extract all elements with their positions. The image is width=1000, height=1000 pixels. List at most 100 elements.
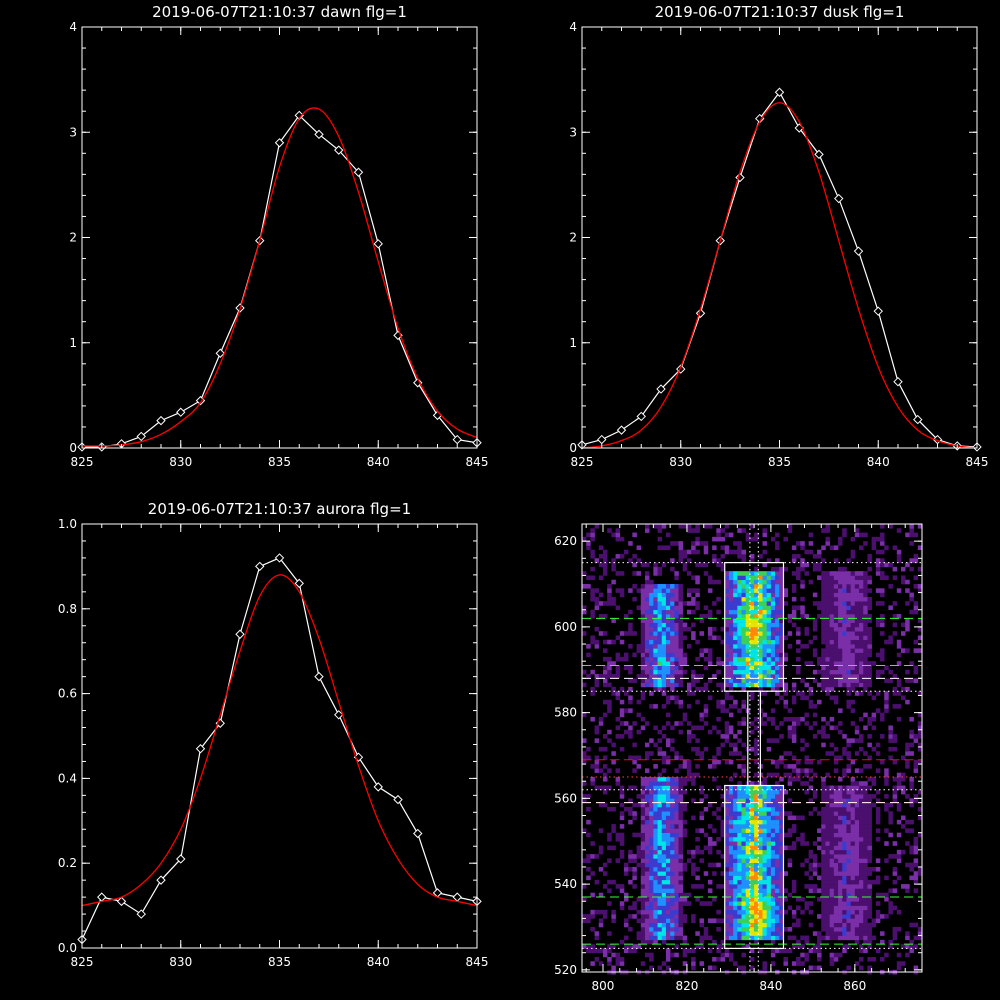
heat-cell xyxy=(657,656,663,662)
heat-cell xyxy=(724,695,730,701)
heat-cell xyxy=(674,609,679,615)
heat-cell xyxy=(628,626,633,632)
heat-cell xyxy=(846,798,851,803)
heat-cell xyxy=(825,918,830,923)
heat-cell xyxy=(892,601,898,606)
heat-cell xyxy=(653,879,658,885)
heat-cell xyxy=(670,776,675,782)
heat-cell xyxy=(674,811,679,816)
heat-cell xyxy=(691,588,696,593)
heat-cell xyxy=(674,575,679,581)
heat-cell xyxy=(728,532,734,538)
heat-cell xyxy=(867,866,872,872)
heat-cell xyxy=(678,592,684,598)
heat-cell xyxy=(825,935,830,941)
heat-cell xyxy=(821,841,826,846)
heat-cell xyxy=(716,956,721,962)
heat-cell xyxy=(821,785,826,791)
heat-cell xyxy=(745,575,751,581)
heat-cell xyxy=(728,669,734,675)
heat-cell xyxy=(665,896,671,902)
heat-cell xyxy=(661,802,667,808)
heat-cell xyxy=(850,819,856,825)
heat-cell xyxy=(670,541,675,546)
heat-cell xyxy=(833,914,839,919)
heat-cell xyxy=(661,776,667,782)
heat-cell xyxy=(682,759,688,765)
heat-cell xyxy=(770,854,776,859)
heat-cell xyxy=(775,772,780,778)
heat-cell xyxy=(682,626,688,632)
heat-cell xyxy=(741,815,747,821)
heat-cell xyxy=(741,618,747,623)
heat-cell xyxy=(741,755,747,761)
heat-cell xyxy=(728,622,734,628)
heat-cell xyxy=(800,768,805,773)
heat-cell xyxy=(821,909,826,915)
heat-cell xyxy=(859,571,864,576)
heat-cell xyxy=(854,656,860,662)
heat-cell xyxy=(703,682,709,688)
heat-cell xyxy=(800,909,805,915)
heat-cell xyxy=(909,939,914,945)
heat-cell xyxy=(678,909,684,915)
heat-cell xyxy=(863,601,868,606)
heat-cell xyxy=(657,601,663,606)
heat-cell xyxy=(661,832,667,838)
y-tick-label: 2 xyxy=(569,231,577,245)
heat-cell xyxy=(745,836,751,842)
heat-cell xyxy=(607,699,612,705)
heat-cell xyxy=(686,588,692,593)
heat-cell xyxy=(703,704,709,709)
heat-cell xyxy=(682,562,688,568)
heat-cell xyxy=(867,674,872,679)
heat-cell xyxy=(779,841,784,846)
heat-cell xyxy=(770,614,776,619)
heat-cell xyxy=(754,935,759,941)
heat-cell xyxy=(850,656,856,662)
heat-cell xyxy=(913,875,919,881)
heat-cell xyxy=(632,759,637,765)
heat-cell xyxy=(644,952,650,958)
heat-cell xyxy=(804,721,809,726)
heat-cell xyxy=(842,909,847,915)
heat-cell xyxy=(741,884,747,889)
heat-cell xyxy=(817,956,822,962)
heat-cell xyxy=(880,592,885,598)
heat-cell xyxy=(854,622,860,628)
heat-cell xyxy=(909,566,914,572)
heat-cell xyxy=(632,944,637,949)
heat-cell xyxy=(661,961,667,966)
heat-cell xyxy=(850,605,856,611)
heat-cell xyxy=(884,704,889,709)
x-tick-label: 825 xyxy=(571,455,594,469)
heat-cell xyxy=(859,614,864,619)
heat-cell xyxy=(880,562,885,568)
heat-cell xyxy=(582,781,587,786)
heat-cell xyxy=(779,755,784,761)
heat-cell xyxy=(762,644,767,649)
heat-cell xyxy=(640,802,646,808)
heat-cell xyxy=(653,841,658,846)
heat-cell xyxy=(640,674,646,679)
heat-cell xyxy=(770,605,776,611)
heat-cell xyxy=(854,729,860,735)
heat-cell xyxy=(724,618,730,623)
heat-cell xyxy=(775,656,780,662)
heat-cell xyxy=(829,922,835,928)
heat-cell xyxy=(754,592,759,598)
heat-cell xyxy=(859,811,864,816)
heat-cell xyxy=(829,828,835,833)
data-point xyxy=(195,744,206,754)
heat-cell xyxy=(728,802,734,808)
heat-cell xyxy=(846,682,851,688)
heat-cell xyxy=(821,639,826,645)
heat-cell xyxy=(707,824,713,829)
heat-cell xyxy=(695,738,700,743)
heat-cell xyxy=(678,824,684,829)
heat-cell xyxy=(783,592,788,598)
heat-cell xyxy=(665,635,671,641)
heat-cell xyxy=(825,819,830,825)
heat-cell xyxy=(749,644,755,649)
y-tick-label: 620 xyxy=(554,534,577,548)
